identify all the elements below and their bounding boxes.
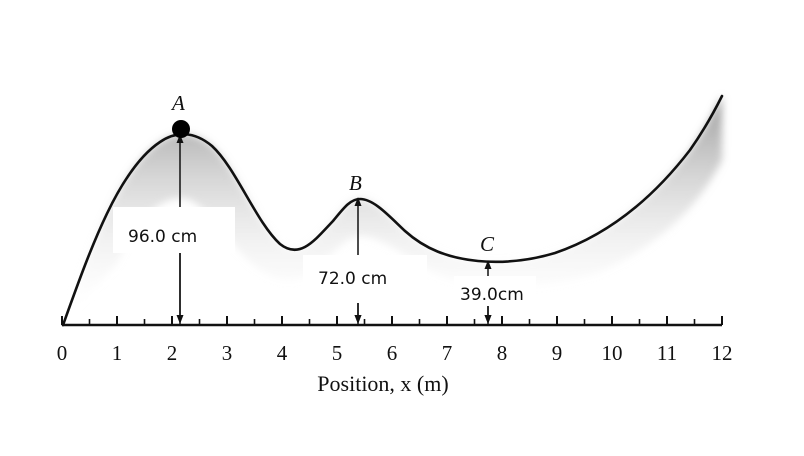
- height-arrow-b-bottom-redraw: [354, 315, 362, 324]
- axis-tick-label: 8: [497, 341, 508, 365]
- height-label-b: 72.0 cm: [303, 255, 427, 303]
- height-arrow-c-top: [484, 260, 492, 269]
- height-label-a: 96.0 cm: [113, 207, 235, 253]
- axis-tick-label: 9: [552, 341, 563, 365]
- axis-tick-label: 5: [332, 341, 343, 365]
- track-shadow: [63, 96, 722, 325]
- height-label-a-text: 96.0 cm: [128, 227, 197, 247]
- height-arrow-c-bottom-redraw: [484, 315, 492, 324]
- height-arrow-b-top: [354, 197, 362, 206]
- point-label-c: C: [480, 232, 495, 256]
- axis-tick-label: 12: [712, 341, 733, 365]
- height-label-c: 39.0cm: [454, 276, 536, 306]
- axis-tick-label: 2: [167, 341, 178, 365]
- axis-label: Position, x (m): [317, 371, 448, 396]
- axis-tick-labels: 0 1 2 3 4 5 6 7 8 9 10 11 12: [57, 341, 733, 365]
- axis-ticks: [61, 316, 723, 325]
- height-arrow-a-top: [176, 134, 184, 143]
- axis-tick-label: 11: [657, 341, 677, 365]
- axis-tick-label: 3: [222, 341, 233, 365]
- axis-tick-label: 10: [602, 341, 623, 365]
- axis-tick-label: 0: [57, 341, 68, 365]
- height-label-b-text: 72.0 cm: [318, 269, 387, 289]
- axis-tick-label: 4: [277, 341, 288, 365]
- point-label-a: A: [170, 91, 185, 115]
- position-axis: 0 1 2 3 4 5 6 7 8 9 10 11 12 Position, x (m): [57, 316, 733, 396]
- ball: [172, 120, 190, 138]
- axis-tick-label: 1: [112, 341, 123, 365]
- axis-tick-label: 6: [387, 341, 398, 365]
- height-label-c-text: 39.0cm: [460, 285, 524, 305]
- axis-tick-label: 7: [442, 341, 453, 365]
- point-label-b: B: [349, 171, 362, 195]
